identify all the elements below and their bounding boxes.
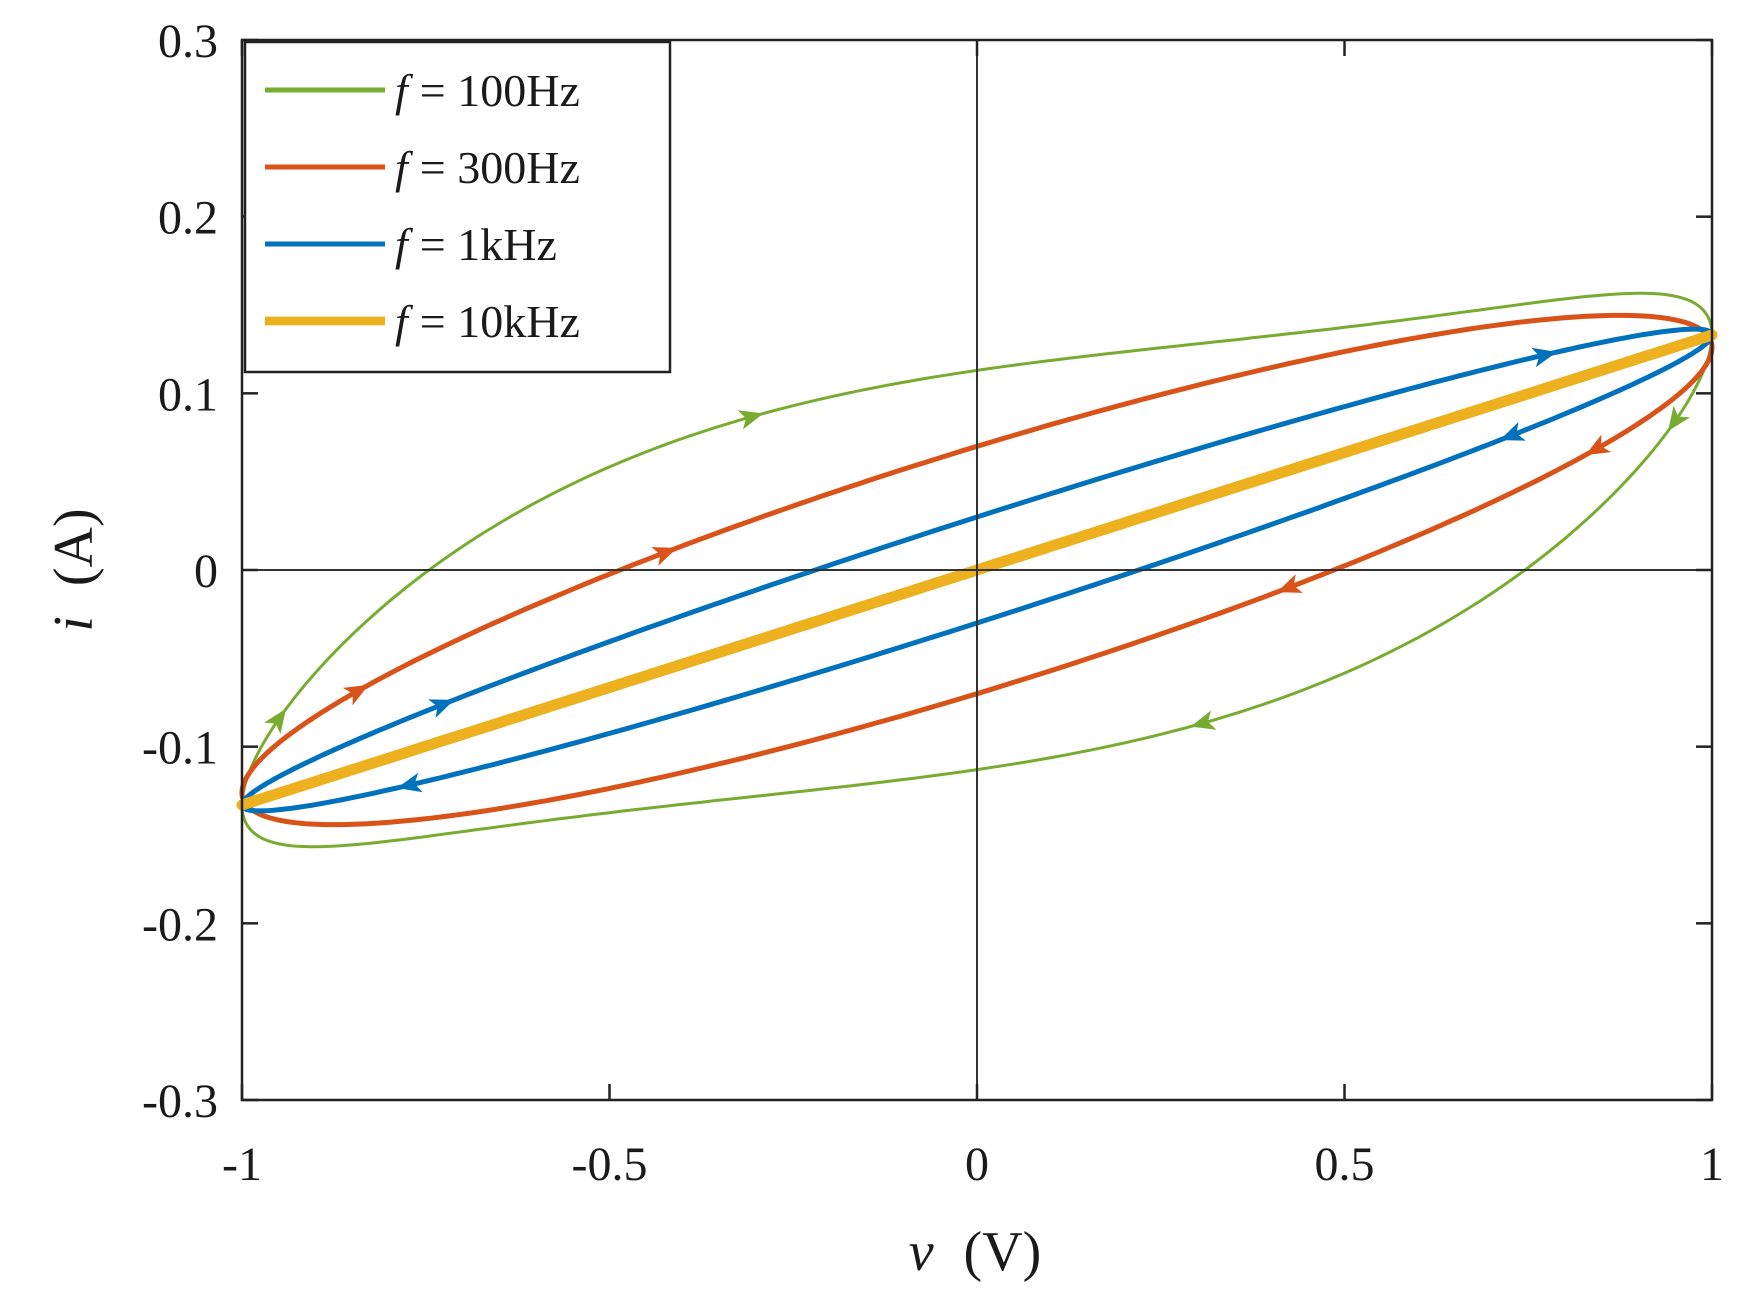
x-tick-label-2: 0 [965, 1138, 989, 1191]
y-axis-unit: (A) [43, 508, 105, 586]
x-tick-label-4: 1 [1700, 1138, 1724, 1191]
y-tick-label-3: 0 [194, 545, 218, 598]
legend-label-3: f = 10kHz [395, 296, 580, 347]
series-0-arrow-0 [1667, 405, 1690, 432]
legend-label-0: f = 100Hz [395, 65, 580, 116]
legend-label-3-value: = 10kHz [420, 296, 580, 347]
legend-label-1: f = 300Hz [395, 142, 580, 193]
legend: f = 100Hz f = 300Hz f = 1kHz f = 10kHz [243, 40, 672, 374]
series-2-arrow-1 [397, 772, 423, 793]
series-2-arrow-2 [428, 699, 455, 718]
y-tick-label-5: 0.2 [158, 192, 218, 245]
legend-label-2: f = 1kHz [395, 219, 557, 270]
series-0-arrow-3 [737, 410, 764, 430]
series-1-arrow-3 [651, 547, 678, 566]
series-0-arrow-2 [264, 708, 287, 735]
y-tick-label-6: 0.3 [158, 15, 218, 68]
y-tick-label-4: 0.1 [158, 368, 218, 421]
zero-lines [242, 40, 1712, 1100]
y-tick-label-2: -0.1 [142, 722, 218, 775]
y-axis-title: i (A) [43, 508, 105, 631]
series-1-arrow-0 [1585, 434, 1612, 456]
series-2-arrow-0 [1499, 422, 1526, 441]
x-tick-label-1: -0.5 [572, 1138, 648, 1191]
series-1-arrow-2 [342, 684, 369, 706]
series-0-arrow-1 [1190, 710, 1217, 730]
x-axis-variable: v [909, 1221, 934, 1283]
y-axis-variable: i [43, 616, 105, 632]
x-tick-label-0: -1 [222, 1138, 262, 1191]
x-axis-title: v (V) [909, 1221, 1042, 1283]
x-tick-label-3: 0.5 [1315, 1138, 1375, 1191]
legend-label-2-value: = 1kHz [420, 219, 557, 270]
series-2-arrow-3 [1531, 347, 1557, 368]
y-tick-label-1: -0.2 [142, 898, 218, 951]
legend-label-1-value: = 300Hz [420, 142, 580, 193]
y-tick-label-0: -0.3 [142, 1075, 218, 1128]
ticks: -1 -0.5 0 0.5 1 -0.3 -0.2 -0.1 0 0.1 0.2 0.3 [142, 15, 1724, 1191]
series-1-arrow-1 [1276, 574, 1303, 593]
x-axis-unit: (V) [964, 1221, 1042, 1283]
legend-label-0-value: = 100Hz [420, 65, 580, 116]
